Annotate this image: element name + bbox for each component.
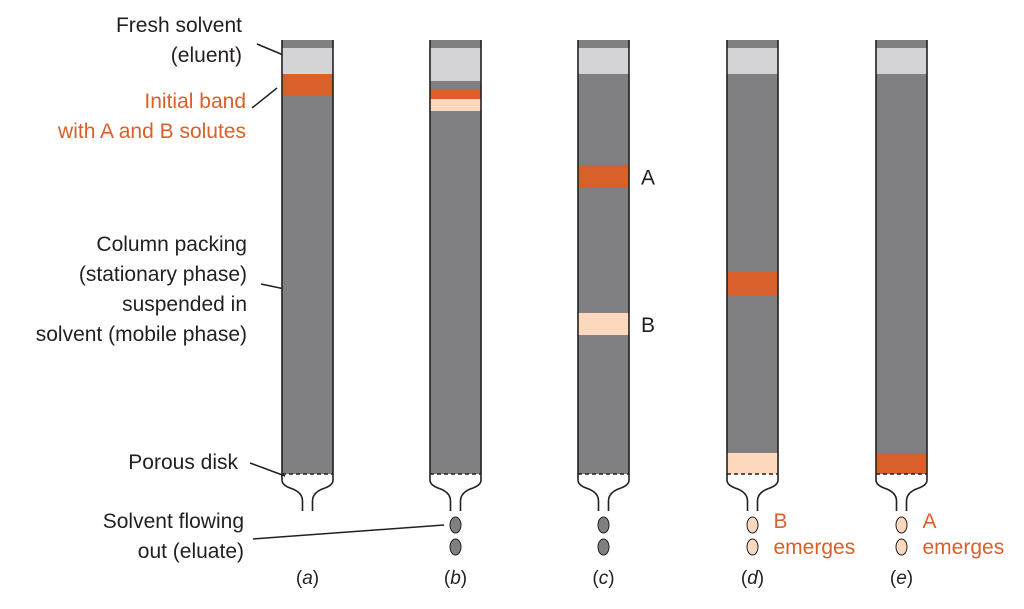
emerge-solute-label: B	[774, 510, 788, 533]
fresh-solvent-layer	[282, 48, 333, 74]
eluate-drop-2	[449, 538, 462, 556]
solute-band-ab	[282, 74, 333, 96]
eluate-drop-2	[746, 538, 759, 556]
fresh-solvent-layer	[727, 48, 778, 74]
column-packing-label-line4: solvent (mobile phase)	[36, 323, 247, 346]
column-packing-fill	[282, 40, 333, 474]
column-packing-fill	[578, 40, 629, 474]
column-outlet	[429, 474, 482, 511]
column-outlet	[726, 474, 779, 511]
emerge-text-label: emerges	[774, 536, 856, 559]
column-c: A B (c)	[577, 40, 655, 589]
porous-disk-leader	[249, 462, 286, 477]
solvent-out-label: Solvent flowing out (eluate)	[103, 510, 244, 563]
emerge-text-label: emerges	[923, 536, 1005, 559]
solute-band-a	[876, 453, 927, 474]
column-packing-label-line1: Column packing	[96, 233, 247, 256]
porous-disk-label: Porous disk	[128, 451, 238, 474]
column-caption: (e)	[890, 568, 913, 589]
column-caption: (c)	[592, 568, 614, 589]
column-caption: (a)	[296, 568, 319, 589]
column-packing-label: Column packing (stationary phase) suspen…	[36, 233, 247, 346]
column-packing-label-line3: suspended in	[122, 293, 247, 316]
fresh-solvent-layer	[430, 48, 481, 81]
fresh-solvent-layer	[578, 48, 629, 74]
solute-band-a	[430, 89, 481, 99]
column-a: (a)	[281, 40, 334, 589]
solute-band-a	[578, 165, 629, 188]
band-label-a: A	[641, 167, 655, 190]
solvent-out-label-line1: Solvent flowing	[103, 510, 244, 533]
leader-lines	[249, 43, 445, 540]
column-outlet	[577, 474, 630, 511]
eluate-drop-2	[597, 538, 610, 556]
column-outlet	[875, 474, 928, 511]
solute-band-b	[430, 99, 481, 111]
column-caption: (b)	[444, 568, 467, 589]
eluate-drop-1	[895, 516, 908, 534]
initial-band-label-line1: Initial band	[144, 90, 246, 113]
eluate-drop-1	[597, 516, 610, 534]
column-caption: (d)	[741, 568, 764, 589]
column-packing-fill	[727, 40, 778, 474]
eluate-drop-1	[449, 516, 462, 534]
initial-band-leader	[251, 87, 278, 109]
solvent-out-label-line2: out (eluate)	[138, 540, 244, 563]
solute-band-b	[727, 453, 778, 474]
column-packing-fill	[876, 40, 927, 474]
column-outlet	[281, 474, 334, 511]
fresh-solvent-layer	[876, 48, 927, 74]
initial-band-label: Initial band with A and B solutes	[57, 90, 246, 143]
column-packing-label-line2: (stationary phase)	[79, 263, 247, 286]
fresh-solvent-label-line2: (eluent)	[171, 44, 242, 67]
solute-band-b	[578, 313, 629, 335]
fresh-solvent-label: Fresh solvent (eluent)	[116, 14, 242, 67]
band-label-b: B	[641, 314, 655, 337]
column-packing-fill	[430, 40, 481, 474]
solvent-out-leader	[252, 524, 445, 540]
column-b: (b)	[429, 40, 482, 589]
fresh-solvent-label-line1: Fresh solvent	[116, 14, 242, 37]
solute-band-a	[727, 272, 778, 295]
initial-band-label-line2: with A and B solutes	[57, 120, 246, 143]
eluate-drop-2	[895, 538, 908, 556]
emerge-solute-label: A	[923, 510, 937, 533]
eluate-drop-1	[746, 516, 759, 534]
